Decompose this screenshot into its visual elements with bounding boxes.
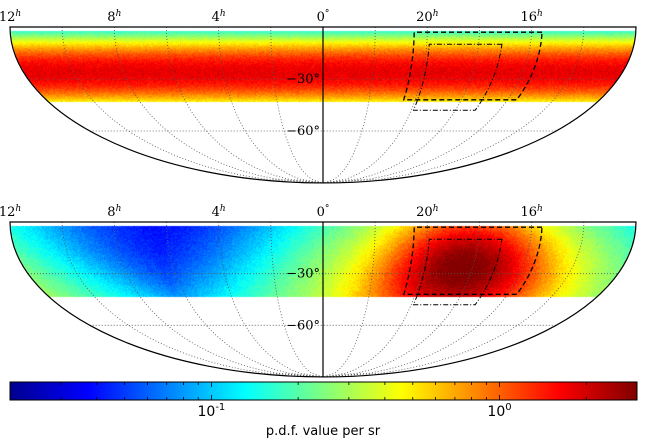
dotdash-region bbox=[412, 43, 503, 111]
sky-panel-2: 16h 20h 0° 4h 8h 12h −30° −60° bbox=[0, 204, 637, 378]
ra-gridline bbox=[322, 222, 585, 378]
dashed-region bbox=[402, 226, 543, 295]
ra-tick-label: 0° bbox=[317, 204, 330, 220]
ra-gridline bbox=[166, 222, 324, 378]
ra-tick-label: 4h bbox=[212, 9, 226, 25]
sky-outline bbox=[9, 221, 637, 378]
ra-gridline bbox=[166, 27, 324, 184]
dec-tick-label: −60° bbox=[286, 318, 320, 333]
colorbar-tick-label: 100 bbox=[487, 402, 511, 420]
ra-gridline bbox=[61, 27, 324, 184]
ra-gridline bbox=[322, 221, 533, 378]
ra-tick-label: 0° bbox=[317, 9, 330, 25]
dashed-region bbox=[402, 31, 543, 101]
colorbar: 10-1 100 bbox=[9, 381, 638, 420]
ra-gridline bbox=[322, 222, 376, 378]
ra-gridline bbox=[322, 27, 428, 184]
ra-tick-label: 8h bbox=[107, 204, 121, 220]
ra-gridline bbox=[322, 26, 533, 184]
ra-gridline bbox=[218, 27, 324, 184]
sky-outline bbox=[9, 26, 637, 184]
ra-tick-label: 12h bbox=[0, 9, 21, 25]
ra-tick-label: 8h bbox=[107, 9, 121, 25]
ra-gridline bbox=[270, 27, 324, 184]
ra-tick-label: 12h bbox=[0, 204, 21, 220]
dec-tick-label: −30° bbox=[286, 267, 320, 282]
dec-tick-label: −30° bbox=[286, 72, 320, 87]
ra-gridline bbox=[270, 222, 324, 378]
ra-tick-label: 4h bbox=[212, 204, 226, 220]
ra-gridline bbox=[113, 26, 324, 184]
colorbar-gradient bbox=[9, 381, 638, 401]
ra-gridline bbox=[322, 27, 376, 184]
ra-tick-label: 16h bbox=[520, 204, 542, 220]
dec-tick-label: −60° bbox=[286, 124, 320, 139]
ra-gridline bbox=[113, 221, 324, 378]
ra-gridline bbox=[322, 222, 480, 378]
ra-tick-label: 16h bbox=[520, 9, 542, 25]
ra-tick-label: 20h bbox=[416, 9, 438, 25]
colorbar-label: p.d.f. value per sr bbox=[265, 424, 381, 439]
sky-panel-1: 16h 20h 0° 4h 8h 12h −30° −60° bbox=[0, 9, 637, 184]
ra-tick-label: 20h bbox=[416, 204, 438, 220]
ra-gridline bbox=[322, 27, 480, 184]
ra-gridline bbox=[61, 222, 324, 378]
ra-gridline bbox=[322, 27, 585, 184]
colorbar-tick-label: 10-1 bbox=[197, 402, 225, 420]
dotdash-region bbox=[412, 238, 503, 306]
